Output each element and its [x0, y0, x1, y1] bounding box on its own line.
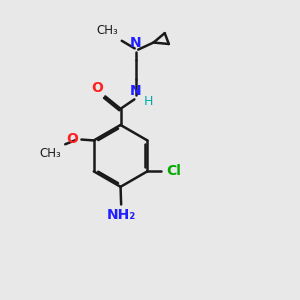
- Text: N: N: [130, 85, 142, 98]
- Text: O: O: [67, 132, 79, 146]
- Text: H: H: [143, 95, 153, 108]
- Text: O: O: [92, 81, 104, 94]
- Text: CH₃: CH₃: [97, 24, 118, 37]
- Text: N: N: [130, 36, 142, 50]
- Text: CH₃: CH₃: [39, 147, 61, 160]
- Text: Cl: Cl: [167, 164, 181, 178]
- Text: NH₂: NH₂: [106, 208, 136, 222]
